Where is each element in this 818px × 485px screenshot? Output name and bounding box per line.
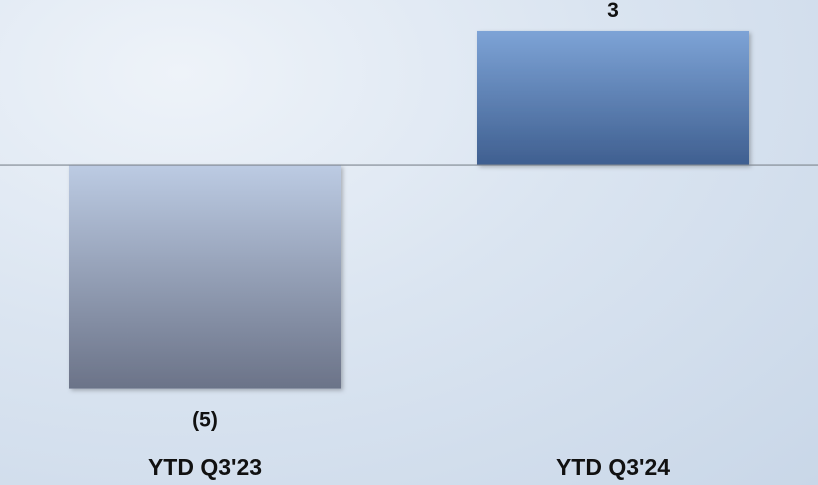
- bar-0: [69, 165, 341, 389]
- labels-group: (5) YTD Q3'23 3 YTD Q3'24: [148, 0, 670, 480]
- category-label-0: YTD Q3'23: [148, 454, 262, 480]
- value-label-0: (5): [192, 409, 218, 432]
- category-label-1: YTD Q3'24: [556, 454, 670, 480]
- value-label-1: 3: [607, 0, 619, 22]
- bars-group: [69, 30, 749, 389]
- bar-1: [477, 30, 749, 166]
